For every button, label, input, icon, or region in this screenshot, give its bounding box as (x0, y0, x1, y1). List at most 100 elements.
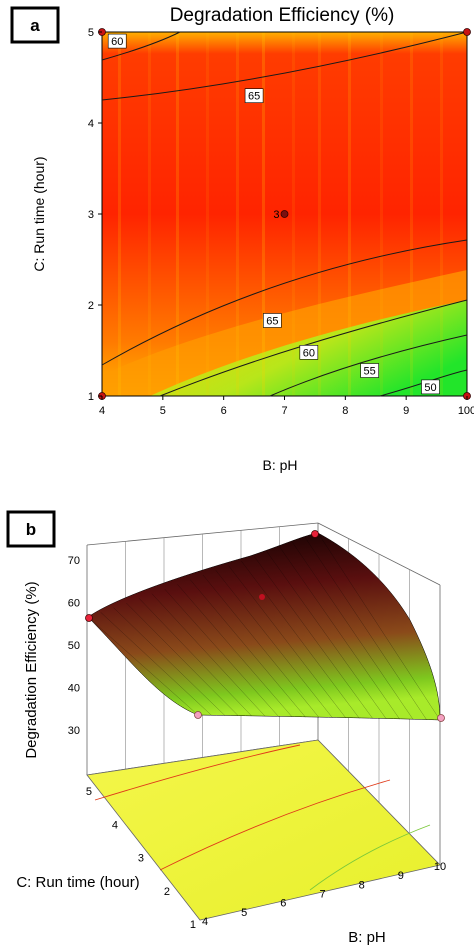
contour-label-box (360, 363, 379, 378)
y-axis-a-ticks: 1 2 3 4 5 (88, 27, 102, 403)
mesh-line (177, 584, 293, 718)
panel-b-badge (6, 510, 56, 548)
contour-65-top (101, 31, 468, 101)
chart-b-xlabel: B: pH (348, 929, 386, 946)
y-tick-label: 1 (88, 391, 94, 403)
x-tick-label: 100 (458, 405, 474, 417)
mesh-line (241, 560, 360, 719)
mesh-line (190, 579, 306, 718)
contour-55 (269, 334, 468, 397)
y-tick-label-b: 2 (164, 886, 170, 898)
surface-point (194, 711, 202, 719)
surface-point (85, 614, 93, 622)
x-tick-label-b: 6 (280, 898, 286, 910)
x-tick-label: 8 (342, 405, 348, 417)
y-axis-b-ticks: 1 2 3 4 5 (86, 786, 196, 931)
panel-b: b 30 40 50 60 70 4 5 6 7 8 9 10 1 2 3 4 5 Degradation … (6, 510, 446, 946)
heatmap-stripe (118, 32, 121, 396)
chart-a-xlabel: B: pH (262, 457, 297, 473)
design-point-label: 3 (273, 209, 279, 221)
mesh-line (138, 598, 252, 717)
y-tick-label-b: 3 (138, 853, 144, 865)
design-point (463, 28, 471, 36)
contour-label-box (263, 313, 282, 328)
mesh-line (292, 542, 414, 720)
mesh-line (202, 574, 320, 718)
mesh-line (126, 602, 239, 716)
x-axis-b-ticks: 4 5 6 7 8 9 10 (202, 861, 446, 928)
chart-b-zlabel: Degradation Efficiency (%) (23, 581, 40, 758)
contour-label-box (299, 345, 319, 360)
x-tick-label: 6 (221, 405, 227, 417)
design-point (280, 210, 289, 218)
floor-contour (94, 744, 301, 801)
heatmap-stripe (410, 32, 413, 396)
mesh-line (215, 570, 333, 718)
mesh-line (266, 551, 387, 719)
contour-label: 65 (266, 315, 278, 327)
heatmap-stripe (206, 32, 209, 396)
y-tick-label: 3 (88, 209, 94, 221)
mesh-line (164, 588, 279, 717)
y-tick-label: 2 (88, 300, 94, 312)
x-tick-label-b: 5 (241, 907, 247, 919)
heatmap-stripe (380, 32, 383, 396)
panel-a-label: a (30, 16, 40, 35)
chart-b-ylabel: C: Run time (hour) (16, 874, 139, 891)
heatmap-stripe (318, 32, 321, 396)
x-tick-label-b: 4 (202, 916, 208, 928)
heatmap-stripe (176, 32, 179, 396)
panel-a: a Degradation Efficiency (%) 60656560555… (10, 5, 474, 473)
floor-contour (309, 824, 431, 891)
contour-60-top (101, 31, 181, 61)
z-tick-label: 70 (68, 555, 80, 567)
mesh-line (279, 546, 400, 720)
y-tick-label: 5 (88, 27, 94, 39)
x-tick-label-b: 9 (398, 870, 404, 882)
mesh-line (151, 593, 266, 717)
contour-label-box (421, 379, 440, 395)
x-axis-a-ticks: 4 5 6 7 8 9 100 (99, 396, 474, 417)
heatmap-stripe (292, 32, 295, 396)
x-tick-label: 9 (403, 405, 409, 417)
mesh-line (317, 532, 441, 721)
z-axis-ticks: 30 40 50 60 70 (68, 555, 80, 737)
panel-a-badge (10, 6, 60, 44)
x-tick-label-b: 10 (434, 861, 446, 873)
heatmap-stripe (148, 32, 151, 396)
y-tick-label-b: 4 (112, 819, 118, 831)
z-tick-label: 40 (68, 683, 80, 695)
x-tick-label-b: 8 (359, 879, 365, 891)
heatmap-stripe (262, 32, 265, 396)
y-tick-label-b: 5 (86, 786, 92, 798)
mesh-line (228, 565, 347, 719)
z-tick-label: 30 (68, 725, 80, 737)
response-surface (87, 532, 441, 721)
contour-label: 55 (364, 366, 376, 378)
mesh-line (100, 612, 212, 716)
z-tick-label: 60 (68, 598, 80, 610)
surface-point (259, 594, 265, 600)
y-tick-label: 4 (88, 118, 94, 130)
surface-point (311, 530, 319, 538)
heatmap-stripe (348, 32, 351, 396)
contour-65-bottom (101, 239, 468, 366)
contour-label: 60 (111, 36, 123, 48)
mesh-line (305, 537, 427, 720)
contour-label: 50 (424, 382, 436, 394)
surface-point (437, 714, 445, 722)
heatmap-stripe (236, 32, 239, 396)
x-tick-label-b: 7 (319, 889, 325, 901)
chart-a-ylabel: C: Run time (hour) (31, 156, 47, 271)
surface-floor (86, 739, 441, 921)
contour-label-box (244, 88, 264, 103)
mesh-line (253, 556, 373, 719)
contour-label: 60 (303, 347, 315, 359)
mesh-line (113, 607, 226, 716)
heatmap-stripe (440, 32, 443, 396)
heatmap-stripes (118, 32, 443, 396)
contour-label: 65 (248, 91, 260, 103)
mesh-line (87, 616, 199, 716)
x-tick-label: 7 (281, 405, 287, 417)
